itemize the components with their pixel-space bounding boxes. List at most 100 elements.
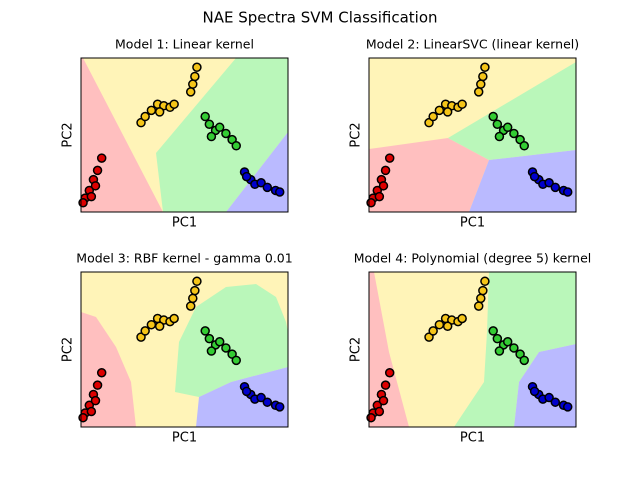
point: [488, 326, 498, 336]
point: [544, 392, 554, 403]
point: [169, 313, 179, 324]
point: [529, 171, 540, 182]
point: [241, 171, 252, 182]
region: [81, 58, 163, 212]
point: [434, 105, 445, 116]
point: [476, 293, 486, 304]
subplot-title: Model 1: Linear kernel: [115, 37, 254, 52]
point: [274, 402, 285, 412]
point: [241, 386, 252, 397]
point: [221, 128, 231, 139]
point: [428, 111, 438, 122]
point: [146, 105, 157, 116]
subplot-title: Model 3: RBF kernel - gamma 0.01: [76, 251, 292, 266]
region: [175, 284, 288, 397]
regions: [81, 272, 288, 427]
point: [274, 187, 285, 197]
point: [366, 412, 376, 423]
point: [256, 392, 266, 403]
point: [519, 141, 529, 151]
region: [196, 367, 288, 427]
point: [480, 276, 490, 287]
point: [204, 119, 215, 129]
point: [428, 326, 438, 336]
point: [494, 346, 505, 356]
point: [488, 111, 498, 122]
point: [190, 71, 200, 82]
regions: [369, 272, 576, 427]
axes-frame: [80, 57, 289, 213]
point: [231, 141, 241, 151]
point: [78, 198, 88, 208]
regions: [81, 58, 288, 212]
x-axis-label: PC1: [460, 216, 485, 231]
x-axis-label: PC1: [172, 431, 197, 446]
point: [221, 343, 231, 353]
point: [214, 122, 225, 133]
point: [478, 285, 488, 296]
point: [78, 412, 88, 423]
point: [192, 62, 202, 72]
x-axis-label: PC1: [460, 431, 485, 446]
point: [92, 165, 103, 176]
point: [90, 181, 101, 191]
point: [380, 380, 391, 390]
point: [384, 368, 395, 378]
point: [380, 165, 391, 176]
point: [188, 79, 198, 89]
point: [262, 397, 273, 407]
point: [492, 333, 503, 344]
point: [502, 337, 513, 347]
point: [154, 107, 165, 117]
axes-frame: [368, 271, 577, 428]
subplot-title: Model 4: Polynomial (degree 5) kernel: [354, 251, 592, 266]
point: [442, 321, 453, 331]
point: [457, 313, 467, 324]
point: [262, 182, 273, 193]
point: [86, 191, 97, 202]
point: [562, 402, 573, 412]
point: [492, 119, 503, 129]
point: [96, 368, 107, 378]
point: [146, 319, 157, 330]
axes-frame: [80, 271, 289, 428]
point: [480, 62, 490, 72]
region: [448, 62, 576, 160]
point: [92, 380, 103, 390]
regions: [369, 58, 576, 212]
point: [86, 406, 97, 417]
subplot-title: Model 2: LinearSVC (linear kernel): [366, 37, 579, 52]
point: [206, 131, 217, 142]
point: [562, 187, 573, 197]
point: [140, 326, 150, 336]
point: [550, 397, 561, 407]
point: [442, 107, 453, 117]
point: [509, 343, 519, 353]
point: [550, 182, 561, 193]
region: [469, 150, 576, 212]
point: [366, 198, 376, 208]
x-axis-label: PC1: [172, 216, 197, 231]
y-axis-label: PC2: [61, 122, 76, 147]
point: [378, 395, 389, 406]
axes-frame: [368, 57, 577, 213]
point: [154, 321, 165, 331]
point: [185, 87, 196, 97]
point: [374, 406, 385, 417]
point: [188, 293, 198, 304]
point: [494, 131, 505, 142]
point: [206, 346, 217, 356]
point: [384, 153, 395, 163]
figure-title: NAE Spectra SVM Classification: [203, 9, 438, 27]
y-axis-label: PC2: [349, 337, 364, 362]
point: [473, 301, 484, 311]
point: [374, 191, 385, 202]
region: [369, 138, 489, 212]
point: [185, 301, 196, 311]
point: [96, 153, 107, 163]
point: [190, 285, 200, 296]
point: [90, 395, 101, 406]
y-axis-label: PC2: [349, 122, 364, 147]
